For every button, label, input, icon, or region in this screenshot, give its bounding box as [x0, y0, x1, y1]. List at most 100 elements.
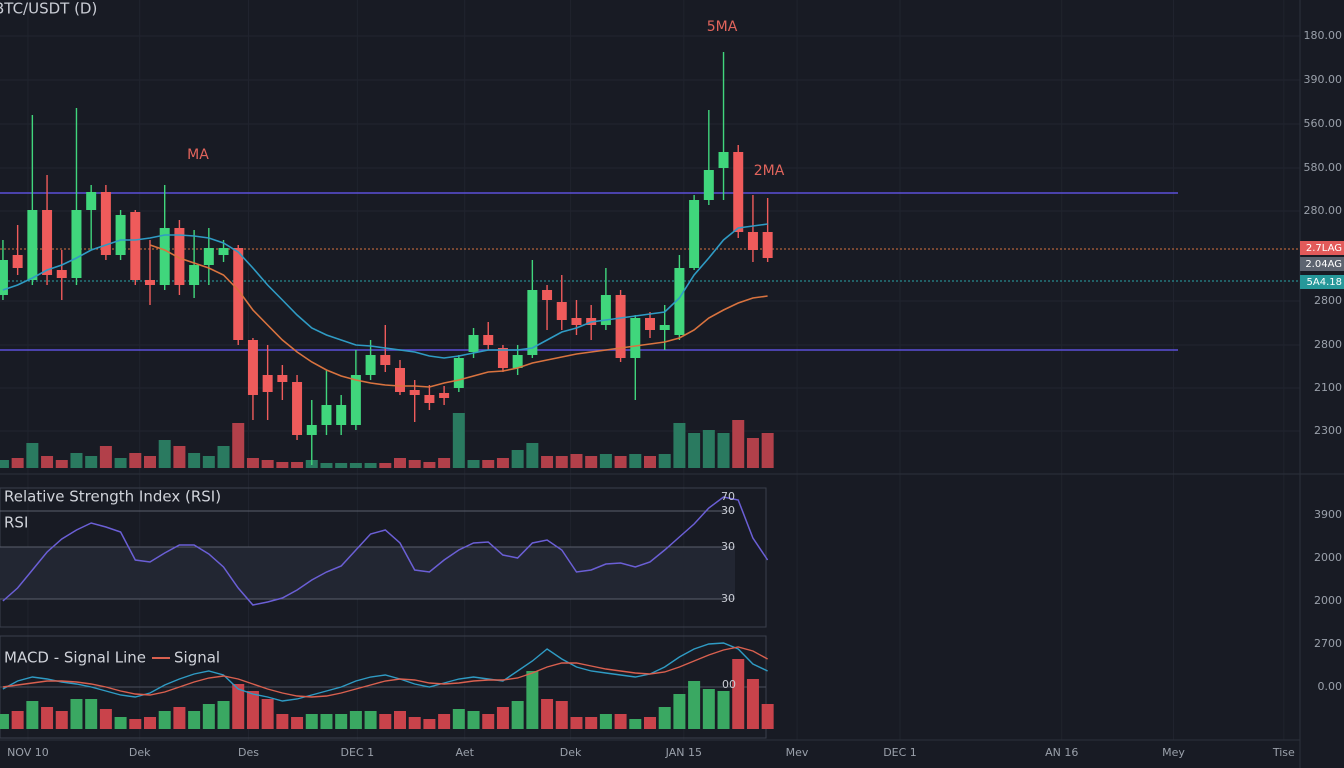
rsi-line	[2, 496, 769, 606]
candle-body	[203, 248, 214, 265]
macd-bar	[585, 717, 598, 729]
volume-bar	[629, 454, 642, 468]
y-tick-label: 2700	[1314, 637, 1342, 650]
candle-body	[571, 318, 582, 325]
macd-bar	[658, 707, 671, 729]
x-tick-label: NOV 10	[7, 746, 49, 759]
volume-bar	[688, 433, 701, 468]
macd-bar	[408, 717, 421, 729]
x-tick-label: AN 16	[1045, 746, 1078, 759]
volume-bar	[246, 458, 259, 468]
macd-bar	[482, 714, 495, 729]
candle-body	[277, 375, 288, 382]
volume-bar	[526, 443, 539, 468]
volume-bar	[129, 453, 142, 468]
y-tick-label: 0.00	[1318, 680, 1343, 693]
volume-bar	[26, 443, 39, 468]
macd-bar	[291, 717, 304, 729]
candle-body	[497, 348, 508, 368]
candle-body	[762, 232, 773, 258]
macd-bar	[511, 701, 524, 729]
volume-bar	[614, 456, 627, 468]
y-tick-label: 2000	[1314, 594, 1342, 607]
macd-bar	[158, 711, 171, 729]
candle-body	[27, 210, 38, 280]
volume-bar	[202, 456, 215, 468]
macd-bar	[452, 709, 465, 729]
candle-body	[145, 280, 155, 285]
macd-bar	[688, 681, 701, 729]
macd-bar	[114, 717, 127, 729]
macd-bar	[570, 717, 583, 729]
volume-bar	[232, 423, 245, 468]
macd-bar	[202, 704, 215, 729]
macd-bar	[320, 714, 333, 729]
y-tick-label: 280.00	[1304, 204, 1343, 217]
volume-bar	[335, 463, 348, 468]
x-tick-label: DEC 1	[341, 746, 375, 759]
volume-bar	[55, 460, 68, 468]
macd-bar	[129, 719, 142, 729]
volume-bar	[702, 430, 715, 468]
macd-bar	[217, 701, 230, 729]
volume-bar	[394, 458, 406, 468]
macd-bar	[394, 711, 406, 729]
y-tick-label: 2000	[1314, 551, 1342, 564]
plot	[0, 52, 1300, 729]
volume-bar	[541, 456, 554, 468]
volume-bar	[482, 460, 495, 468]
candle-body	[527, 290, 538, 355]
volume-bar	[70, 453, 83, 468]
candle-body	[189, 265, 200, 285]
macd-bar	[364, 711, 377, 729]
volume-bar	[496, 458, 509, 468]
rsi-band	[0, 547, 735, 599]
y-tick-label: 390.00	[1304, 73, 1343, 86]
volume-bar	[673, 423, 686, 468]
candle-body	[453, 358, 464, 388]
candle-body	[556, 302, 567, 320]
macd-bar	[644, 717, 656, 729]
candle-body	[292, 382, 303, 435]
candle-body	[174, 228, 185, 285]
candle-body	[350, 375, 361, 425]
volume-bar	[761, 433, 774, 468]
x-tick-label: JAN 15	[665, 746, 702, 759]
rsi-level-label: 30	[721, 592, 735, 605]
volume-bar	[467, 460, 480, 468]
macd-bar	[26, 701, 39, 729]
y-tick-label: 560.00	[1304, 117, 1343, 130]
legend-label: Signal	[174, 649, 220, 667]
candle-body	[747, 232, 758, 250]
candle-body	[689, 200, 700, 268]
macd-bar	[541, 699, 554, 729]
moving-average	[2, 223, 768, 359]
volume-bar	[85, 456, 98, 468]
volume-bar	[188, 453, 201, 468]
volume-bar	[599, 454, 612, 468]
rsi-level-label: 30	[721, 504, 735, 517]
macd-bar	[188, 711, 201, 729]
macd-bar	[261, 699, 274, 729]
volume-bar	[364, 463, 377, 468]
macd-bar	[673, 694, 686, 729]
candle-body	[395, 368, 405, 392]
price-tag: 5A4.18	[1307, 277, 1342, 288]
volume-bar	[320, 463, 333, 468]
candle-body	[703, 170, 714, 200]
candle-body	[12, 255, 23, 268]
y-tick-label: 180.00	[1304, 29, 1343, 42]
candle-body	[71, 210, 82, 278]
macd-bar	[232, 684, 245, 729]
x-tick-label: Mey	[1162, 746, 1185, 759]
macd-bar	[335, 714, 348, 729]
candle-body	[321, 405, 332, 425]
x-tick-label: Des	[238, 746, 259, 759]
candle-body	[306, 425, 317, 435]
macd-bar	[702, 689, 715, 729]
candle-body	[218, 248, 229, 255]
volume-bar	[217, 446, 230, 468]
macd-bar	[746, 679, 759, 729]
volume-bar	[99, 446, 112, 468]
